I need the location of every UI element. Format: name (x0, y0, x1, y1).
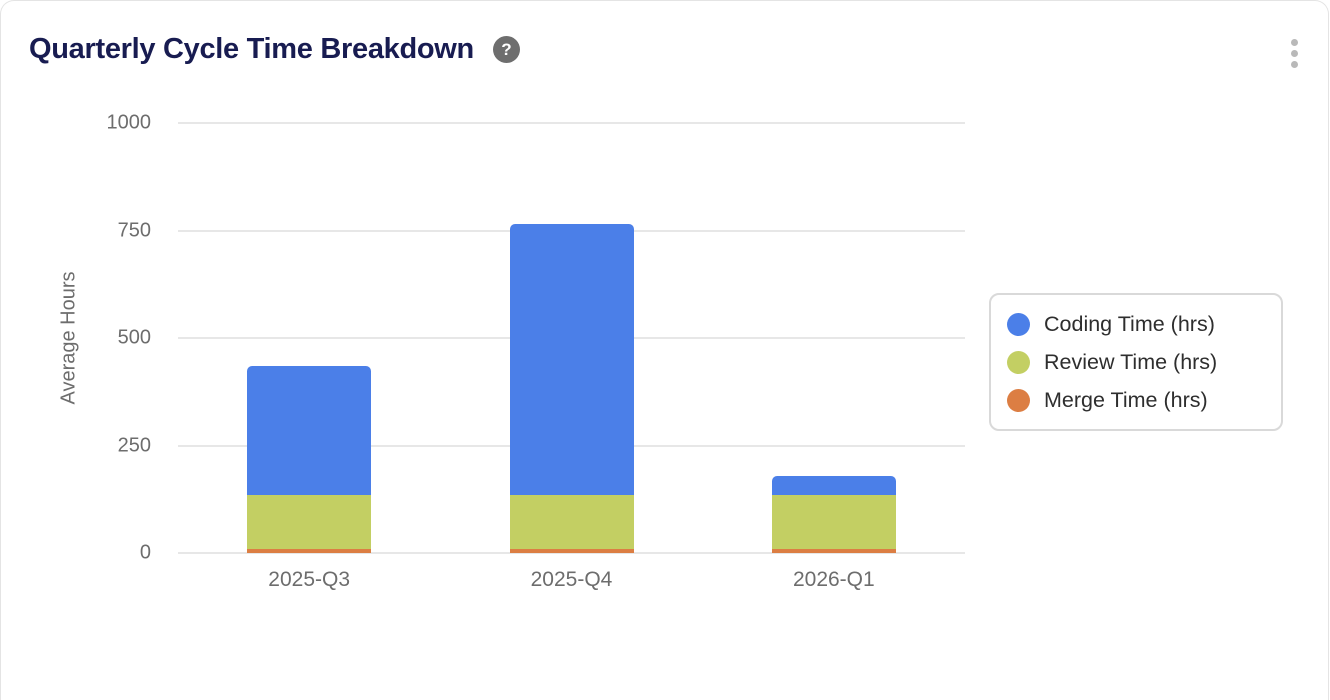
legend-item[interactable]: Merge Time (hrs) (1007, 381, 1265, 419)
stacked-bar-2025-Q3[interactable] (247, 366, 372, 553)
y-tick-label: 0 (139, 541, 151, 564)
kebab-dot (1291, 39, 1298, 46)
gridline (178, 122, 965, 124)
y-tick-label: 1000 (106, 111, 152, 134)
legend-item-label: Merge Time (hrs) (1044, 387, 1208, 412)
y-tick-label: 250 (117, 434, 151, 456)
bar-segment[interactable] (509, 548, 634, 553)
legend-item-label: Coding Time (hrs) (1044, 311, 1215, 336)
x-tick-label: 2025-Q3 (268, 568, 351, 591)
bar-segment[interactable] (771, 476, 896, 496)
y-tick-label: 750 (117, 219, 151, 241)
kebab-dot (1291, 61, 1298, 68)
kebab-menu-icon[interactable] (1289, 37, 1300, 70)
x-tick-label: 2025-Q4 (530, 568, 613, 591)
x-tick-label: 2026-Q1 (792, 568, 875, 591)
widget-header: Quarterly Cycle Time Breakdown ? (29, 33, 520, 66)
y-tick-label: 500 (117, 326, 151, 349)
bar-segment[interactable] (509, 495, 634, 549)
page-title: Quarterly Cycle Time Breakdown (29, 33, 474, 65)
y-axis-tick-labels: 0 250 500 750 1000 (56, 112, 152, 564)
bar-segment[interactable] (247, 366, 372, 496)
legend-item[interactable]: Coding Time (hrs) (1007, 305, 1265, 343)
stacked-bar-2025-Q4[interactable] (509, 223, 634, 553)
gridline (178, 552, 965, 554)
legend-item-label: Review Time (hrs) (1044, 349, 1218, 374)
legend-item[interactable]: Review Time (hrs) (1007, 343, 1265, 381)
bar-segment[interactable] (771, 548, 896, 553)
kebab-dot (1291, 50, 1298, 57)
bar-segment[interactable] (771, 495, 896, 549)
legend: Coding Time (hrs) Review Time (hrs) Merge … (989, 293, 1283, 431)
legend-swatch-icon (1007, 388, 1030, 412)
legend-swatch-icon (1007, 350, 1030, 374)
bar-segment[interactable] (247, 548, 372, 553)
x-axis-tick-labels: 2025-Q3 2025-Q4 2026-Q1 (178, 568, 965, 600)
bar-segment[interactable] (247, 495, 372, 549)
help-icon[interactable]: ? (492, 36, 520, 63)
stacked-bar-2026-Q1[interactable] (771, 476, 896, 553)
plot-area (178, 122, 965, 554)
bar-segment[interactable] (509, 223, 634, 496)
legend-swatch-icon (1007, 312, 1030, 336)
